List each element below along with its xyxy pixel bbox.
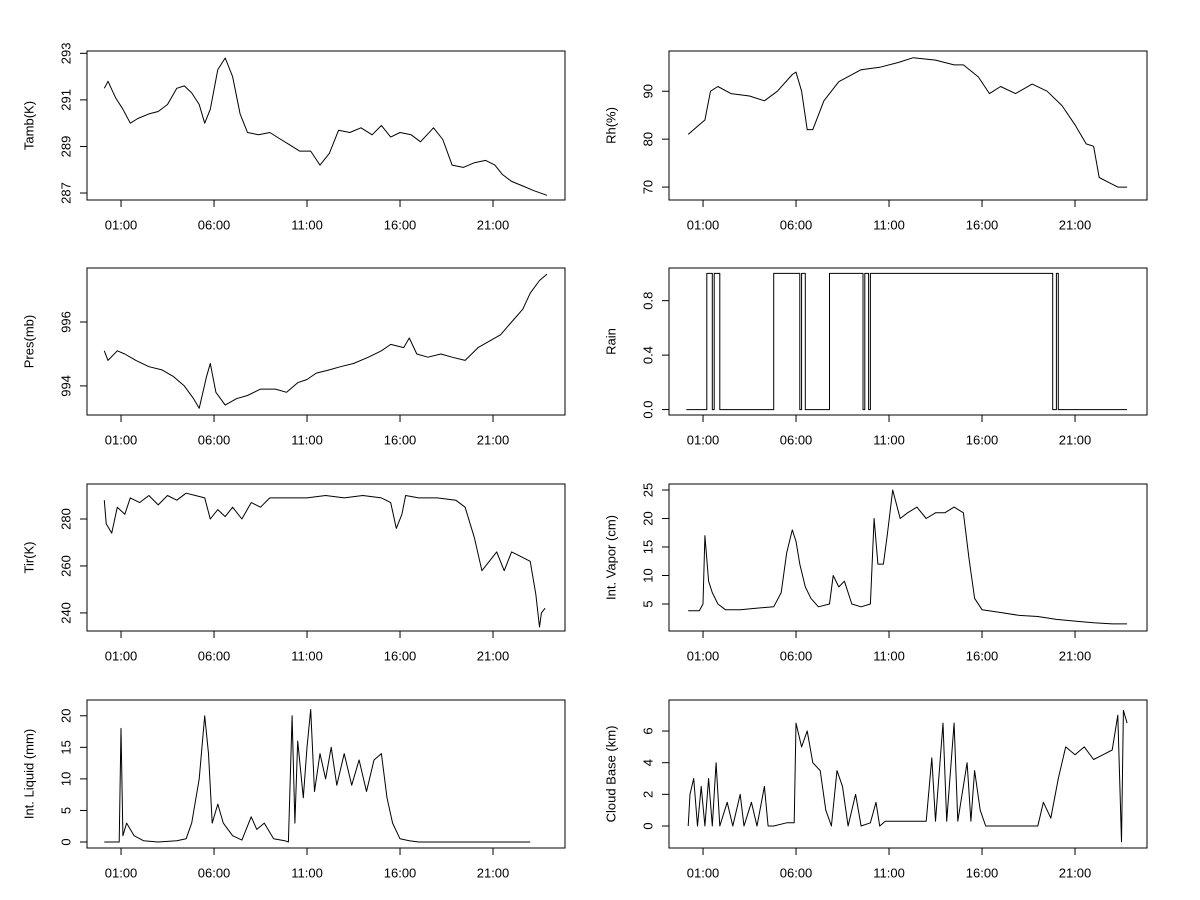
x-tick-label: 21:00: [1059, 648, 1092, 663]
x-tick-label: 16:00: [384, 217, 417, 232]
y-tick-label: 280: [58, 508, 73, 530]
x-tick-label: 16:00: [966, 217, 999, 232]
y-axis-label: Rh(%): [603, 107, 618, 144]
x-tick-label: 21:00: [1059, 217, 1092, 232]
x-tick-label: 01:00: [105, 648, 138, 663]
series-line: [103, 273, 548, 409]
plot-box: [668, 50, 1148, 201]
y-axis-label: Tir(K): [21, 541, 36, 573]
x-tick-label: 01:00: [687, 217, 720, 232]
x-tick-label: 01:00: [687, 648, 720, 663]
x-tick-label: 11:00: [873, 865, 905, 880]
x-tick-label: 06:00: [780, 432, 813, 447]
y-axis-label: Tamb(K): [21, 101, 36, 150]
x-tick-label: 01:00: [687, 865, 720, 880]
y-tick-label: 4: [640, 759, 655, 766]
series-line: [688, 489, 1128, 625]
y-tick-label: 0.0: [640, 401, 655, 419]
y-tick-label: 996: [58, 311, 73, 333]
x-tick-label: 21:00: [1059, 865, 1092, 880]
x-tick-label: 11:00: [873, 648, 905, 663]
y-tick-label: 0.4: [640, 346, 655, 364]
x-tick-label: 01:00: [105, 217, 138, 232]
x-tick-label: 11:00: [291, 865, 323, 880]
y-tick-label: 80: [640, 132, 655, 146]
y-tick-label: 260: [58, 555, 73, 577]
y-tick-label: 240: [58, 602, 73, 624]
y-tick-label: 20: [58, 709, 73, 723]
y-tick-label: 15: [58, 740, 73, 754]
x-tick-label: 16:00: [384, 648, 417, 663]
series-line: [687, 57, 1128, 188]
series-line: [104, 709, 531, 843]
x-tick-label: 21:00: [477, 432, 510, 447]
series-line: [103, 492, 546, 628]
plot-box: [86, 50, 566, 201]
y-tick-label: 0: [640, 822, 655, 829]
x-tick-label: 11:00: [873, 432, 905, 447]
y-tick-label: 287: [58, 182, 73, 204]
x-tick-label: 06:00: [198, 217, 231, 232]
x-tick-label: 01:00: [105, 865, 138, 880]
x-tick-label: 16:00: [384, 432, 417, 447]
y-axis-label: Rain: [603, 328, 618, 355]
y-tick-label: 25: [640, 483, 655, 497]
x-tick-label: 06:00: [198, 648, 231, 663]
y-tick-label: 994: [58, 375, 73, 397]
y-tick-label: 90: [640, 84, 655, 98]
plot-box: [86, 267, 566, 416]
y-tick-label: 289: [58, 136, 73, 158]
x-tick-label: 21:00: [477, 648, 510, 663]
x-tick-label: 11:00: [291, 648, 323, 663]
y-tick-label: 10: [640, 568, 655, 582]
plot-box: [668, 267, 1148, 416]
y-tick-label: 6: [640, 727, 655, 734]
x-tick-label: 06:00: [780, 648, 813, 663]
x-tick-label: 06:00: [198, 865, 231, 880]
y-axis-label: Pres(mb): [21, 315, 36, 368]
y-tick-label: 70: [640, 180, 655, 194]
series-line: [103, 57, 548, 196]
x-tick-label: 06:00: [780, 217, 813, 232]
x-tick-label: 21:00: [1059, 432, 1092, 447]
y-tick-label: 20: [640, 511, 655, 525]
y-tick-label: 5: [58, 807, 73, 814]
y-tick-label: 0: [58, 838, 73, 845]
y-tick-label: 10: [58, 772, 73, 786]
y-tick-label: 5: [640, 600, 655, 607]
y-axis-label: Cloud Base (km): [603, 726, 618, 823]
x-tick-label: 01:00: [687, 432, 720, 447]
y-tick-label: 293: [58, 42, 73, 64]
plot-box: [86, 483, 566, 632]
series-line: [687, 709, 1128, 843]
x-tick-label: 11:00: [291, 432, 323, 447]
y-tick-label: 15: [640, 540, 655, 554]
x-tick-label: 16:00: [384, 865, 417, 880]
x-tick-label: 21:00: [477, 865, 510, 880]
x-tick-label: 11:00: [873, 217, 905, 232]
plot-box: [668, 699, 1148, 849]
x-tick-label: 16:00: [966, 865, 999, 880]
y-axis-label: Int. Liquid (mm): [21, 729, 36, 819]
y-axis-label: Int. Vapor (cm): [603, 515, 618, 600]
x-tick-label: 21:00: [477, 217, 510, 232]
y-tick-label: 0.8: [640, 292, 655, 310]
x-tick-label: 06:00: [198, 432, 231, 447]
y-tick-label: 291: [58, 89, 73, 111]
x-tick-label: 11:00: [291, 217, 323, 232]
x-tick-label: 01:00: [105, 432, 138, 447]
series-line: [686, 272, 1128, 411]
x-tick-label: 16:00: [966, 648, 999, 663]
x-tick-label: 06:00: [780, 865, 813, 880]
plot-box: [668, 483, 1148, 632]
y-tick-label: 2: [640, 791, 655, 798]
x-tick-label: 16:00: [966, 432, 999, 447]
plot-box: [86, 699, 566, 849]
